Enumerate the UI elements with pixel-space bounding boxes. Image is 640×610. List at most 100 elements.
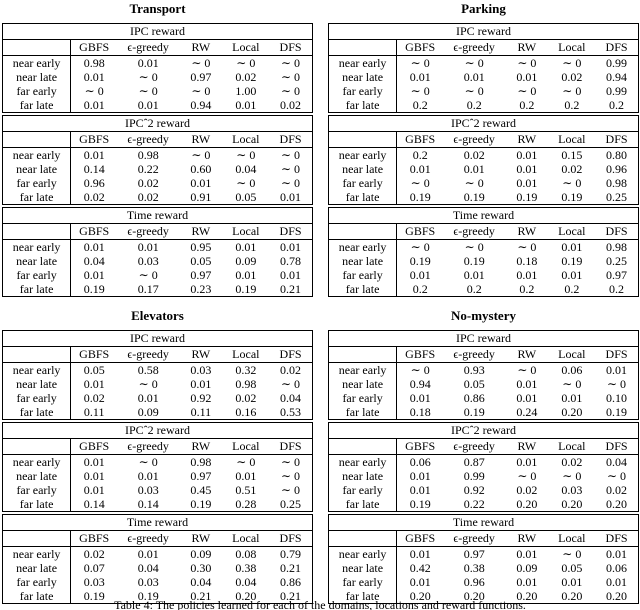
row-label: far late	[328, 190, 398, 205]
data-cell: 0.01	[516, 70, 538, 84]
data-cell: ∼ 0	[236, 56, 256, 70]
section-header-label: Time reward	[2, 514, 313, 531]
data-cell: 0.19	[83, 282, 105, 296]
table-row: far late 0.19 0.17 0.23 0.19 0.21	[2, 282, 313, 297]
column-header: Local	[548, 39, 596, 56]
data-cell: 0.14	[83, 162, 105, 176]
data-cell: ∼ 0	[236, 455, 256, 469]
data-cell: 0.20	[235, 589, 257, 603]
data-cell: 0.01	[190, 176, 212, 190]
table-row: near late 0.42 0.38 0.09 0.05 0.06	[328, 561, 639, 575]
data-cell: 0.96	[463, 575, 485, 589]
data-cell: 0.01	[516, 575, 538, 589]
row-label: far late	[2, 589, 72, 604]
reward-section-table: Time reward GBFS ϵ-greedy RW Local DFS near ea…	[2, 514, 313, 604]
column-header: GBFS	[396, 223, 444, 240]
data-cell: 0.78	[280, 254, 302, 268]
row-label: near late	[2, 469, 72, 483]
data-cell: 0.20	[516, 497, 538, 511]
domain-block: Transport IPC reward GBFS ϵ-greedy RW Local DF…	[2, 2, 313, 297]
data-cell: 0.11	[83, 405, 105, 419]
data-cell: 0.58	[137, 363, 159, 377]
data-cell: 0.01	[606, 363, 628, 377]
column-header: GBFS	[396, 39, 444, 56]
data-cell: 0.07	[83, 561, 105, 575]
data-cell: 0.01	[463, 70, 485, 84]
column-header: ϵ-greedy	[117, 131, 180, 148]
data-cell: 0.20	[409, 589, 431, 603]
data-cell: 0.04	[190, 575, 212, 589]
data-cell: 0.2	[564, 98, 580, 112]
reward-section-table: IPCˆ2 reward GBFS ϵ-greedy RW Local DFS near e…	[328, 422, 639, 512]
column-header-row: GBFS ϵ-greedy RW Local DFS	[2, 346, 313, 363]
column-header: ϵ-greedy	[443, 530, 506, 547]
section-header-row: IPC reward	[2, 330, 313, 347]
row-label: far early	[328, 391, 398, 405]
column-header-row: GBFS ϵ-greedy RW Local DFS	[328, 530, 639, 547]
data-cell: 0.01	[83, 148, 105, 162]
column-header: GBFS	[70, 131, 118, 148]
section-header-row: IPCˆ2 reward	[2, 115, 313, 132]
section-header-row: Time reward	[2, 207, 313, 224]
domain-title: Parking	[461, 1, 506, 16]
data-cell: 0.02	[561, 455, 583, 469]
table-caption: Table 4: The policies learned for each o…	[114, 598, 526, 610]
data-cell: 0.01	[516, 268, 538, 282]
column-header: ϵ-greedy	[443, 346, 506, 363]
data-cell: 0.21	[280, 282, 302, 296]
data-cell: 0.01	[83, 455, 105, 469]
data-cell: ∼ 0	[464, 176, 484, 190]
data-cell: ∼ 0	[281, 176, 301, 190]
data-cell: 0.25	[280, 497, 302, 511]
section-header-row: IPC reward	[2, 23, 313, 40]
row-label: far late	[2, 98, 72, 113]
data-cell: 0.19	[463, 190, 485, 204]
data-cell: ∼ 0	[517, 240, 537, 254]
data-cell: 0.2	[412, 282, 428, 296]
data-cell: 0.20	[561, 589, 583, 603]
column-header: GBFS	[396, 131, 444, 148]
table-row: near late 0.07 0.04 0.30 0.38 0.21	[2, 561, 313, 575]
data-cell: 0.86	[463, 391, 485, 405]
row-label: near late	[2, 70, 72, 84]
row-label: near early	[328, 454, 398, 469]
data-cell: 0.2	[466, 282, 482, 296]
data-cell: ∼ 0	[138, 84, 158, 98]
column-header: GBFS	[70, 346, 118, 363]
section-header-label: IPC reward	[2, 330, 313, 347]
reward-section-table: IPCˆ2 reward GBFS ϵ-greedy RW Local DFS near e…	[2, 422, 313, 512]
data-cell: 0.01	[83, 268, 105, 282]
data-cell: 0.01	[516, 391, 538, 405]
data-cell: ∼ 0	[517, 84, 537, 98]
section-header-row: IPC reward	[328, 23, 639, 40]
data-cell: 0.06	[606, 561, 628, 575]
row-label: near early	[328, 147, 398, 162]
row-label: near late	[328, 377, 398, 391]
row-label: far late	[2, 405, 72, 420]
section-header-label: IPC reward	[2, 23, 313, 40]
section-header-label: IPCˆ2 reward	[328, 422, 639, 439]
data-cell: 0.98	[83, 56, 105, 70]
data-cell: 0.51	[235, 483, 257, 497]
data-cell: 0.01	[561, 575, 583, 589]
reward-section-table: Time reward GBFS ϵ-greedy RW Local DFS near ea…	[2, 207, 313, 297]
column-header: RW	[505, 346, 549, 363]
data-cell: 0.01	[137, 98, 159, 112]
data-cell: 0.2	[609, 282, 625, 296]
column-header: Local	[548, 438, 596, 455]
data-cell: ∼ 0	[281, 84, 301, 98]
data-cell: 0.01	[83, 70, 105, 84]
data-cell: ∼ 0	[281, 148, 301, 162]
table-row: far early 0.96 0.02 0.01 ∼ 0 ∼ 0	[2, 176, 313, 190]
column-header: DFS	[595, 530, 639, 547]
data-cell: 0.01	[409, 469, 431, 483]
row-label: far late	[328, 405, 398, 420]
table-row: far early 0.01 0.92 0.02 0.03 0.02	[328, 483, 639, 497]
section-header-row: IPCˆ2 reward	[2, 422, 313, 439]
row-label: far early	[328, 575, 398, 589]
section-header-row: IPCˆ2 reward	[328, 115, 639, 132]
row-label: near early	[328, 55, 398, 70]
data-cell: 0.03	[137, 483, 159, 497]
column-header: RW	[505, 39, 549, 56]
